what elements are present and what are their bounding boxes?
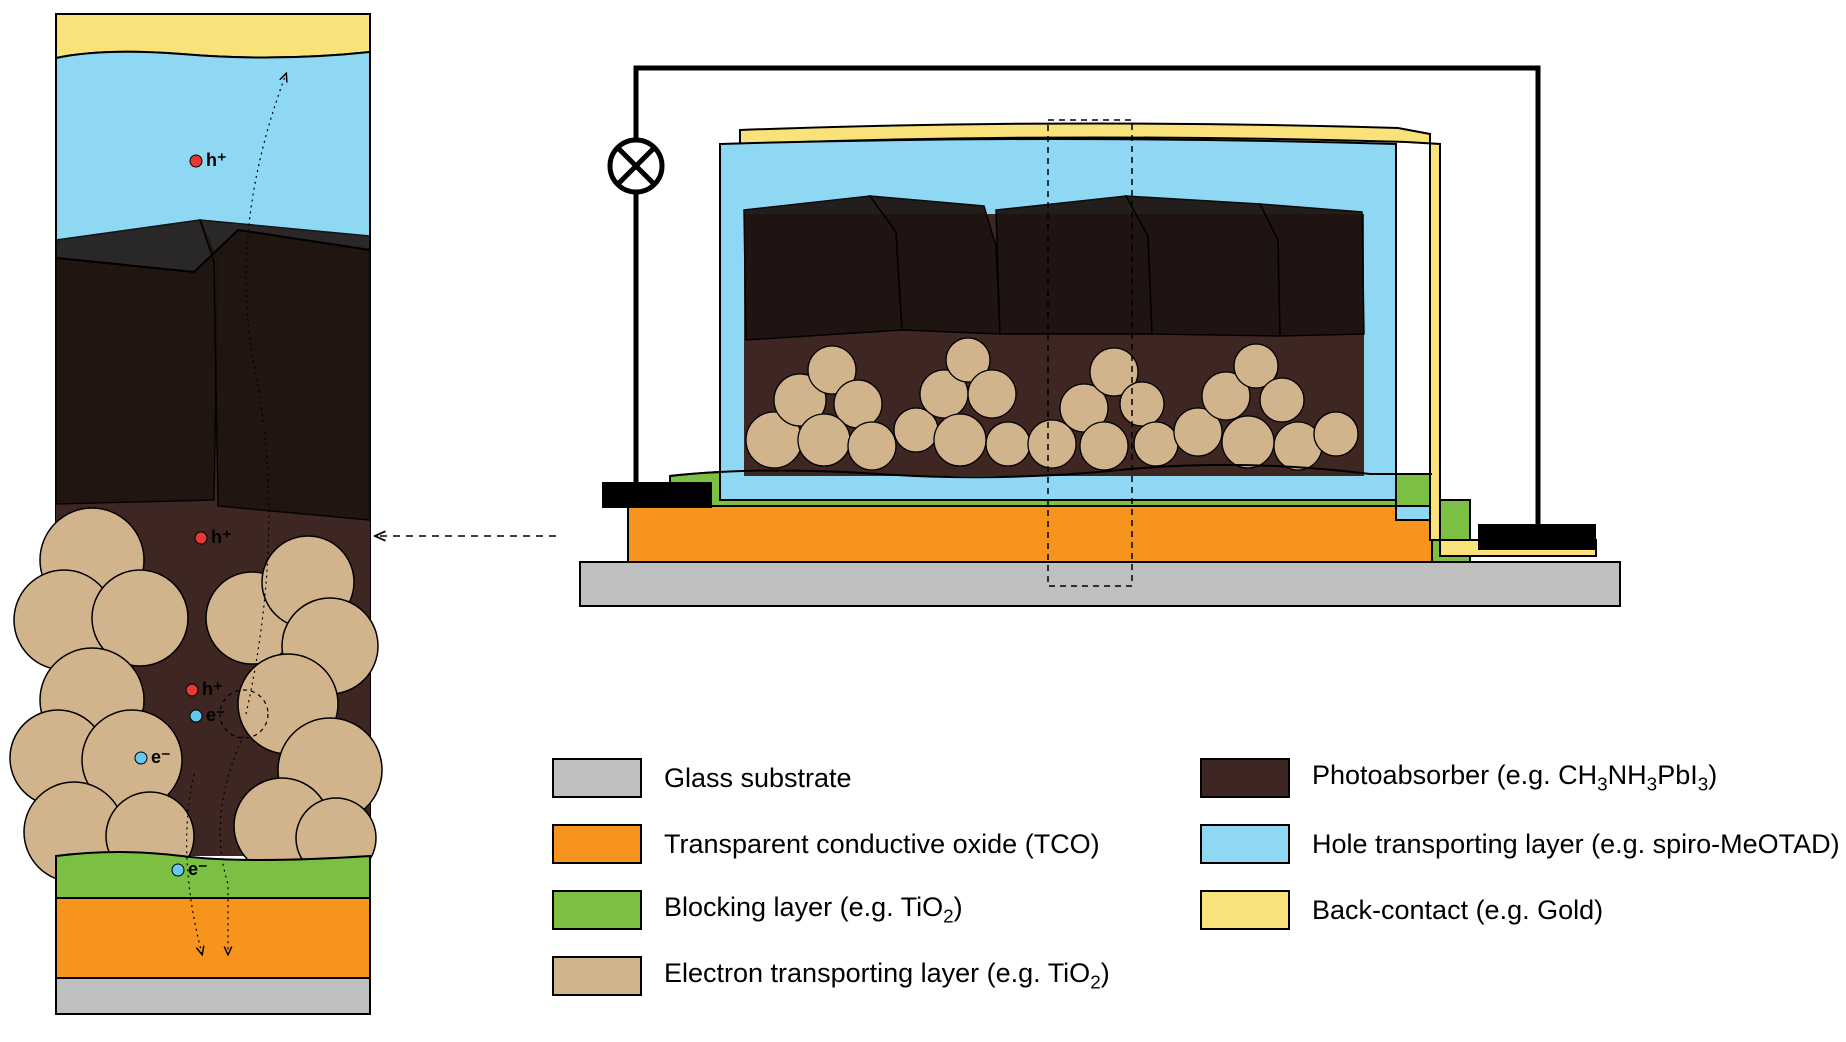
legend-swatch <box>552 824 642 864</box>
legend-swatch <box>1200 890 1290 930</box>
legend-label: Photoabsorber (e.g. CH3NH3PbI3) <box>1312 760 1717 796</box>
front-electrode <box>602 482 712 508</box>
legend-column-2: Photoabsorber (e.g. CH3NH3PbI3) Hole tran… <box>1200 758 1840 956</box>
legend-label: Glass substrate <box>664 763 852 794</box>
legend-item: Blocking layer (e.g. TiO2) <box>552 890 1110 930</box>
zoom-cross-section: h⁺ h⁺ h⁺ e⁻ e⁻ e⁻ <box>10 14 382 1014</box>
svg-text:e⁻: e⁻ <box>188 859 208 879</box>
legend-label: Back-contact (e.g. Gold) <box>1312 895 1603 926</box>
svg-text:h⁺: h⁺ <box>202 679 223 699</box>
legend-label: Transparent conductive oxide (TCO) <box>664 829 1100 860</box>
svg-text:e⁻: e⁻ <box>206 705 226 725</box>
legend-swatch <box>552 890 642 930</box>
legend-swatch <box>1200 758 1290 798</box>
legend-item: Electron transporting layer (e.g. TiO2) <box>552 956 1110 996</box>
legend-column-1: Glass substrate Transparent conductive ox… <box>552 758 1110 1022</box>
back-electrode <box>1478 524 1596 550</box>
legend-item: Glass substrate <box>552 758 1110 798</box>
full-device-cross-section <box>580 123 1620 606</box>
legend-item: Hole transporting layer (e.g. spiro-MeOT… <box>1200 824 1840 864</box>
legend-label: Hole transporting layer (e.g. spiro-MeOT… <box>1312 829 1840 860</box>
legend-swatch <box>552 956 642 996</box>
legend-item: Transparent conductive oxide (TCO) <box>552 824 1110 864</box>
legend-label: Blocking layer (e.g. TiO2) <box>664 892 963 928</box>
svg-text:h⁺: h⁺ <box>211 527 232 547</box>
legend-label: Electron transporting layer (e.g. TiO2) <box>664 958 1110 994</box>
legend-item: Photoabsorber (e.g. CH3NH3PbI3) <box>1200 758 1840 798</box>
legend-swatch <box>552 758 642 798</box>
legend-swatch <box>1200 824 1290 864</box>
legend-item: Back-contact (e.g. Gold) <box>1200 890 1840 930</box>
svg-text:h⁺: h⁺ <box>206 150 227 170</box>
svg-text:e⁻: e⁻ <box>151 747 171 767</box>
